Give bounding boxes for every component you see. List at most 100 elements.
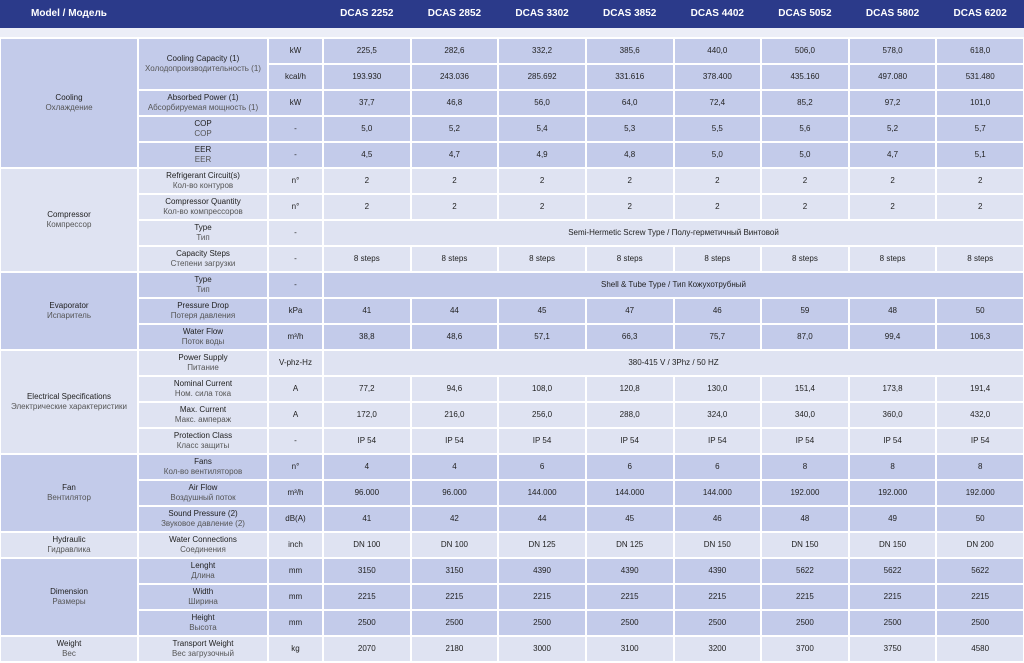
cell-text: Max. Current bbox=[179, 405, 227, 414]
cell-text: Nominal Current bbox=[173, 379, 233, 388]
cell-text: Fan bbox=[62, 483, 76, 492]
cell-text: 87,0 bbox=[797, 332, 813, 341]
value: 2 bbox=[674, 169, 761, 193]
cell-text: 2500 bbox=[883, 618, 902, 627]
cell-text: DN 200 bbox=[966, 540, 994, 549]
header-bar bbox=[0, 0, 1024, 28]
cell-text: 151,4 bbox=[794, 384, 815, 393]
value: IP 54 bbox=[324, 429, 410, 453]
value: 340,0 bbox=[762, 403, 848, 427]
cell-text: 191,4 bbox=[970, 384, 991, 393]
cell-text: 506,0 bbox=[794, 46, 815, 55]
value: 2 bbox=[586, 195, 673, 219]
value: 8 steps bbox=[324, 247, 410, 271]
value: 2 bbox=[937, 169, 1023, 193]
cell-text: 44 bbox=[537, 514, 547, 523]
value: IP 54 bbox=[499, 429, 585, 453]
cell-text: 8 steps bbox=[529, 254, 555, 263]
value: 45 bbox=[499, 299, 585, 323]
value: 172,0 bbox=[324, 403, 410, 427]
cell-text: Потеря давления bbox=[170, 311, 236, 320]
cell-text: Поток воды bbox=[181, 337, 225, 346]
value: 42 bbox=[411, 507, 498, 531]
cell-text: IP 54 bbox=[445, 436, 464, 445]
value: 191,4 bbox=[937, 377, 1023, 401]
cell-text: Electrical Specifications bbox=[26, 392, 112, 401]
value: 46,8 bbox=[411, 91, 498, 115]
value: DN 100 bbox=[324, 533, 410, 557]
cell-text: DCAS 5052 bbox=[778, 8, 832, 19]
value: 47 bbox=[586, 299, 673, 323]
value: IP 54 bbox=[849, 429, 936, 453]
cell-text: Capacity Steps bbox=[176, 249, 230, 258]
value: 5,0 bbox=[324, 117, 410, 141]
value: 101,0 bbox=[937, 91, 1023, 115]
value: 3750 bbox=[849, 637, 936, 661]
cell-text: IP 54 bbox=[708, 436, 727, 445]
value: 4390 bbox=[674, 559, 761, 583]
group-name: Evaporator Испаритель bbox=[1, 273, 137, 349]
cell-text: 5,7 bbox=[974, 124, 986, 133]
cell-text: Cooling Capacity (1) bbox=[166, 54, 240, 63]
value: 96.000 bbox=[324, 481, 410, 505]
value: 2215 bbox=[849, 585, 936, 609]
cell-text: 2500 bbox=[533, 618, 551, 627]
cell-text: COP bbox=[194, 119, 212, 128]
cell-text: Water Connections bbox=[169, 535, 237, 544]
value: 4 bbox=[411, 455, 498, 479]
cell-text: 50 bbox=[975, 306, 985, 315]
value: 2 bbox=[324, 169, 410, 193]
unit: m³/h bbox=[269, 325, 322, 349]
unit: kcal/h bbox=[269, 65, 322, 89]
model-name: DCAS 6202 bbox=[937, 1, 1023, 27]
cell-text: Макс. ампераж bbox=[174, 415, 232, 424]
value: 4,9 bbox=[499, 143, 585, 167]
cell-text: DCAS 4402 bbox=[690, 8, 744, 19]
cell-text: Lenght bbox=[190, 561, 216, 570]
cell-text: 193.930 bbox=[352, 72, 382, 81]
value: 2 bbox=[324, 195, 410, 219]
cell-text: 385,6 bbox=[619, 46, 640, 55]
value: 4,7 bbox=[849, 143, 936, 167]
value: 8 steps bbox=[499, 247, 585, 271]
cell-text: 288,0 bbox=[619, 410, 640, 419]
value: DN 100 bbox=[411, 533, 498, 557]
cell-text: 285.692 bbox=[527, 72, 557, 81]
cell-text: 59 bbox=[800, 306, 810, 315]
value: 46 bbox=[674, 507, 761, 531]
value: 243.036 bbox=[411, 65, 498, 89]
cell-text: 4390 bbox=[533, 566, 551, 575]
value: 288,0 bbox=[586, 403, 673, 427]
param-name: Transport Weight Вес загрузочный bbox=[139, 637, 267, 661]
value: IP 54 bbox=[674, 429, 761, 453]
value: 44 bbox=[499, 507, 585, 531]
unit: - bbox=[269, 429, 322, 453]
cell-text: 106,3 bbox=[970, 332, 991, 341]
cell-text: 2 bbox=[627, 176, 632, 185]
cell-text: 120,8 bbox=[619, 384, 640, 393]
cell-text: EER bbox=[194, 155, 212, 164]
value: 8 bbox=[762, 455, 848, 479]
cell-text: 2 bbox=[364, 202, 370, 211]
value: 2215 bbox=[411, 585, 498, 609]
value: IP 54 bbox=[411, 429, 498, 453]
cell-text: 2 bbox=[539, 176, 545, 185]
value: 2 bbox=[411, 169, 498, 193]
cell-text: Power Supply bbox=[178, 353, 228, 362]
cell-text: Вес загрузочный bbox=[171, 649, 235, 658]
value-span: Semi-Hermetic Screw Type / Полу-герметич… bbox=[324, 221, 1023, 245]
model-name: DCAS 5802 bbox=[850, 1, 936, 27]
value: 385,6 bbox=[586, 39, 673, 63]
value: 2500 bbox=[499, 611, 585, 635]
cell-text: 8 steps bbox=[967, 254, 994, 263]
cell-text: 192.000 bbox=[790, 488, 820, 497]
cell-text: 48 bbox=[800, 514, 810, 523]
value: DN 150 bbox=[762, 533, 848, 557]
cell-text: 2215 bbox=[620, 592, 639, 601]
cell-text: 2 bbox=[890, 202, 895, 211]
cell-text: Width bbox=[192, 587, 214, 596]
cell-text: Type bbox=[194, 223, 212, 232]
cell-text: 44 bbox=[449, 306, 459, 315]
model-name: DCAS 3852 bbox=[587, 1, 673, 27]
unit: kPa bbox=[269, 299, 322, 323]
